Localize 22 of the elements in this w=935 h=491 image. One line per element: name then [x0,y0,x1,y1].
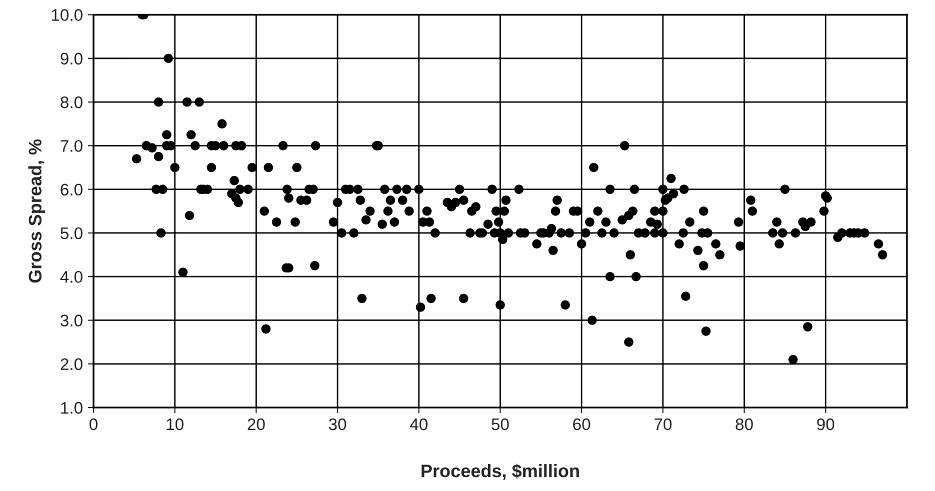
y-tick-label: 1.0 [61,402,82,414]
x-tick-label: 30 [328,418,346,430]
x-axis-title: Proceeds, $million [422,464,579,480]
y-tick-label: 6.0 [60,184,82,196]
x-tick-label: 40 [410,418,428,430]
x-tick-label: 0 [90,418,98,430]
y-tick-label: 10.0 [52,9,82,21]
x-tick-label: 60 [573,418,590,430]
x-tick-label: 20 [248,418,265,430]
y-axis-title: Gross Spread, % [28,139,46,283]
y-tick-label: 3.0 [60,314,82,326]
x-tick-label: 80 [736,418,753,430]
x-tick-label: 90 [817,418,834,430]
y-tick-label: 9.0 [60,52,82,65]
y-tick-label: 4.0 [60,271,82,283]
x-tick-label: 70 [654,418,672,430]
x-tick-label: 50 [492,418,509,430]
y-tick-label: 8.0 [60,96,82,108]
y-tick-label: 2.0 [60,358,82,370]
x-tick-label: 10 [166,418,184,430]
y-tick-label: 7.0 [60,140,82,152]
y-tick-label: 5.0 [60,227,82,240]
